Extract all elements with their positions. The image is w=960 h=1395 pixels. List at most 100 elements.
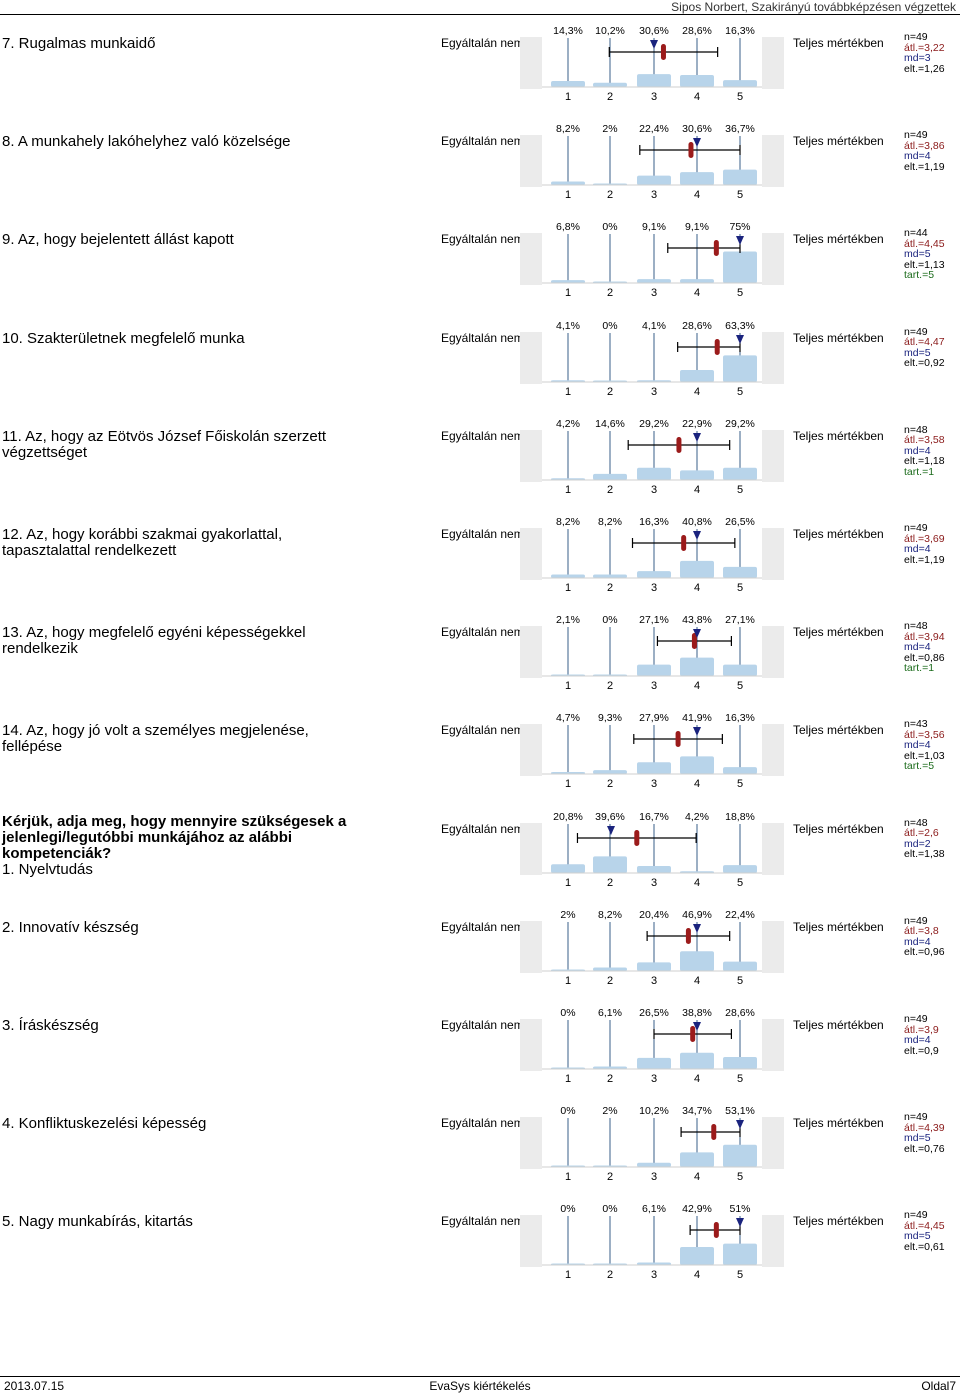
scale-tick-label: 5 xyxy=(737,189,743,201)
scale-tick-label: 1 xyxy=(565,386,571,398)
question-title-text: 9. Az, hogy bejelentett állást kapott xyxy=(2,231,234,249)
mean-marker xyxy=(688,142,694,159)
scale-tick-label: 1 xyxy=(565,287,571,299)
mean-marker xyxy=(675,731,681,748)
scale-tick-label: 4 xyxy=(694,680,700,692)
value-label: 22,4% xyxy=(725,909,755,921)
mean-marker xyxy=(676,436,682,453)
scale-tick-label: 5 xyxy=(737,1269,743,1281)
question-title-text: Kérjük, adja meg, hogy mennyire szüksége… xyxy=(2,812,347,862)
right-panel xyxy=(762,528,784,580)
median-marker xyxy=(736,1120,744,1130)
scale-tick-label: 5 xyxy=(737,582,743,594)
response-bar xyxy=(593,967,627,971)
value-label: 18,8% xyxy=(725,811,755,823)
value-label: 53,1% xyxy=(725,1105,755,1117)
value-label: 10,2% xyxy=(639,1105,669,1117)
value-label: 26,5% xyxy=(639,1007,669,1019)
value-label: 0% xyxy=(560,1105,575,1117)
response-bar xyxy=(680,657,714,677)
question-title-text: 14. Az, hogy jó volt a személyes megjele… xyxy=(2,722,309,756)
stat-line: md=5 xyxy=(904,248,931,261)
stat-line: elt.=1,26 xyxy=(904,62,945,75)
stats-box: n=48 átl.=3,58 md=4 elt.=1,18 tart.=1 xyxy=(904,425,945,478)
stat-line: átl.=3,8 xyxy=(904,925,939,938)
stats-box: n=49 átl.=3,86 md=4 elt.=1,19 xyxy=(904,130,945,172)
distribution-chart: 4,1% 1 0% 2 4,1% 3 28,6% 4 63,3% 5 xyxy=(520,320,784,398)
value-label: 36,7% xyxy=(725,123,755,135)
stat-line: átl.=4,47 xyxy=(904,336,945,349)
question-subtitle: 1. Nyelvtudás xyxy=(2,860,93,878)
stats-box: n=49 átl.=3,9 md=4 elt.=0,9 xyxy=(904,1014,939,1056)
scale-tick-label: 4 xyxy=(694,189,700,201)
right-scale-label: Teljes mértékben xyxy=(793,134,884,149)
scale-tick-label: 5 xyxy=(737,1171,743,1183)
right-panel xyxy=(762,822,784,875)
right-scale-label: Teljes mértékben xyxy=(793,625,884,640)
stat-line: md=2 xyxy=(904,837,931,850)
value-label: 42,9% xyxy=(682,1203,712,1215)
response-bar xyxy=(551,181,585,186)
question-title-text: 2. Innovatív készség xyxy=(2,918,139,936)
stat-line: md=4 xyxy=(904,641,931,654)
value-label: 38,8% xyxy=(682,1007,712,1019)
left-scale-label: Egyáltalán nem xyxy=(441,527,524,541)
stats-box: n=49 átl.=4,45 md=5 elt.=0,61 xyxy=(904,1210,945,1252)
left-scale-label: Egyáltalán nem xyxy=(441,36,524,50)
response-bar xyxy=(680,560,714,578)
right-panel xyxy=(762,1019,784,1071)
value-label: 20,8% xyxy=(553,811,583,823)
scale-tick-label: 3 xyxy=(651,680,657,692)
left-panel xyxy=(520,135,542,188)
value-label: 16,3% xyxy=(639,516,669,528)
scale-tick-label: 3 xyxy=(651,1073,657,1085)
left-scale-label: Egyáltalán nem xyxy=(441,428,524,443)
stat-line: tart.=5 xyxy=(904,760,935,773)
median-marker xyxy=(736,1218,744,1228)
response-bar xyxy=(680,172,714,186)
response-bar xyxy=(551,80,585,87)
stat-line: elt.=1,38 xyxy=(904,848,945,861)
response-bar xyxy=(723,169,757,186)
value-label: 16,3% xyxy=(725,25,755,37)
response-bar xyxy=(551,574,585,578)
value-label: 9,1% xyxy=(642,221,666,233)
question-title: 4. Konfliktuskezelési képesség xyxy=(2,1116,362,1132)
question-title: 8. A munkahely lakóhelyhez való közelség… xyxy=(2,134,362,150)
scale-tick-label: 5 xyxy=(737,975,743,987)
left-panel xyxy=(520,528,542,580)
distribution-chart: 4,2% 1 14,6% 2 29,2% 3 22,9% 4 29,2% 5 xyxy=(520,418,784,496)
scale-tick-label: 1 xyxy=(565,680,571,692)
stat-line: elt.=1,13 xyxy=(904,258,945,271)
value-label: 28,6% xyxy=(682,320,712,332)
question-title: 3. Íráskészség xyxy=(2,1018,362,1034)
stats-box: n=44 átl.=4,45 md=5 elt.=1,13 tart.=5 xyxy=(904,228,945,281)
value-label: 22,9% xyxy=(682,418,712,430)
scale-tick-label: 5 xyxy=(737,484,743,496)
response-bar xyxy=(680,951,714,971)
response-bar xyxy=(723,1056,757,1069)
value-label: 0% xyxy=(602,320,617,332)
stat-line: átl.=3,69 xyxy=(904,532,945,545)
stat-line: átl.=4,45 xyxy=(904,1219,945,1232)
left-panel xyxy=(520,233,542,286)
stat-line: tart.=5 xyxy=(904,269,935,282)
stat-line: n=49 xyxy=(904,325,928,338)
scale-tick-label: 1 xyxy=(565,582,571,594)
stat-line: n=43 xyxy=(904,718,928,731)
scale-tick-label: 1 xyxy=(565,778,571,790)
scale-tick-label: 4 xyxy=(694,1073,700,1085)
response-bar xyxy=(723,251,757,284)
value-label: 2% xyxy=(602,1105,617,1117)
scale-tick-label: 2 xyxy=(607,877,613,889)
question-title: 7. Rugalmas munkaidő xyxy=(2,36,362,52)
scale-tick-label: 3 xyxy=(651,189,657,201)
value-label: 9,3% xyxy=(598,712,622,724)
question-title-text: 10. Szakterületnek megfelelő munka xyxy=(2,329,245,347)
value-label: 43,8% xyxy=(682,614,712,626)
scale-tick-label: 2 xyxy=(607,582,613,594)
scale-tick-label: 5 xyxy=(737,287,743,299)
left-scale-label: Egyáltalán nem xyxy=(441,134,524,149)
right-panel xyxy=(762,1117,784,1170)
value-label: 63,3% xyxy=(725,320,755,332)
